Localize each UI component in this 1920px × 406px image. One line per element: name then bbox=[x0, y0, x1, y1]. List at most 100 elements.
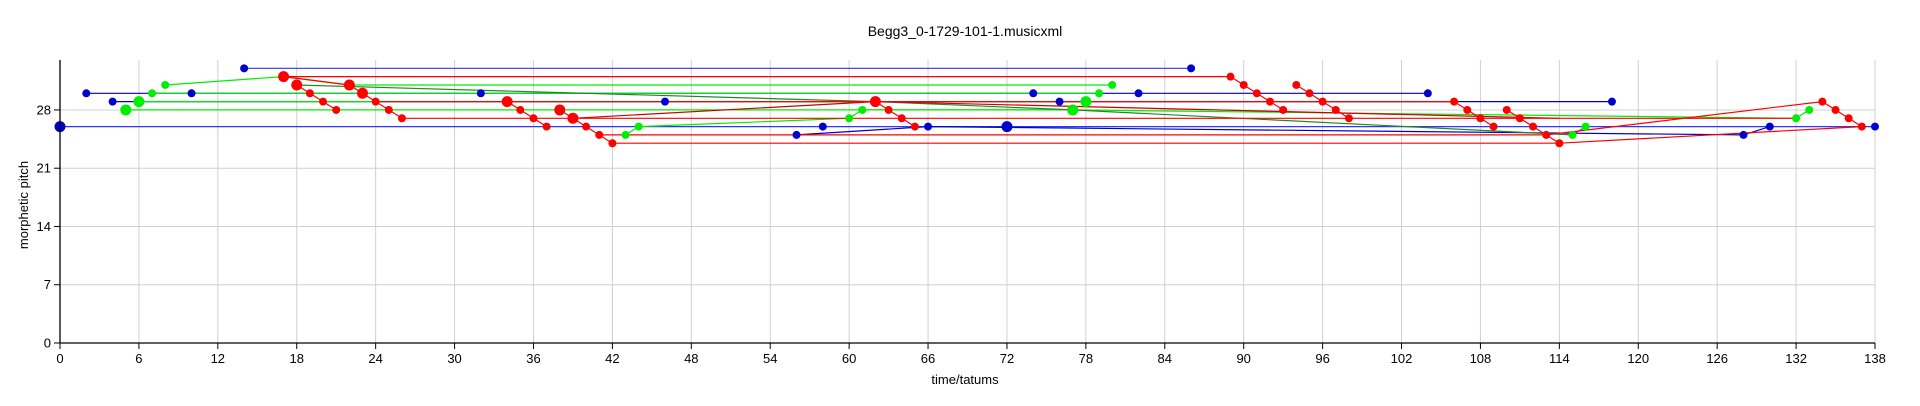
data-points bbox=[54, 64, 1879, 148]
data-point bbox=[1607, 97, 1616, 106]
x-axis-label: time/tatums bbox=[931, 372, 999, 387]
data-point bbox=[1344, 114, 1353, 123]
data-point bbox=[108, 97, 117, 106]
x-tick-label: 66 bbox=[921, 351, 935, 366]
data-point bbox=[1239, 80, 1248, 89]
data-point bbox=[516, 105, 525, 114]
series-line-13 bbox=[506, 101, 547, 128]
data-point bbox=[1266, 97, 1274, 106]
data-point bbox=[924, 122, 933, 131]
data-point bbox=[858, 105, 867, 114]
x-tick-label: 138 bbox=[1864, 351, 1886, 366]
data-point bbox=[332, 105, 341, 114]
data-point bbox=[1450, 97, 1459, 106]
data-point bbox=[357, 87, 368, 99]
data-point bbox=[1423, 89, 1432, 98]
data-point bbox=[82, 89, 91, 98]
data-point bbox=[1555, 139, 1564, 148]
x-tick-label: 72 bbox=[1000, 351, 1014, 366]
data-point bbox=[1765, 122, 1774, 131]
x-tick-label: 102 bbox=[1391, 351, 1413, 366]
data-point bbox=[305, 89, 314, 98]
series-line-16 bbox=[875, 101, 916, 128]
data-point bbox=[1187, 64, 1196, 73]
data-point bbox=[1805, 105, 1814, 114]
x-tick-label: 48 bbox=[684, 351, 698, 366]
data-point bbox=[371, 97, 380, 106]
data-point bbox=[1739, 130, 1748, 139]
data-point bbox=[1568, 130, 1577, 139]
data-point bbox=[1331, 105, 1340, 114]
data-point bbox=[120, 104, 132, 116]
axes bbox=[59, 60, 1875, 344]
data-point bbox=[567, 112, 579, 124]
series-line-19 bbox=[1453, 101, 1494, 128]
data-point bbox=[1080, 96, 1092, 108]
chart-title: Begg3_0-1729-101-1.musicxml bbox=[868, 23, 1063, 39]
data-point bbox=[291, 79, 303, 91]
data-point bbox=[397, 114, 406, 123]
data-point bbox=[1844, 114, 1853, 123]
x-tick-label: 78 bbox=[1079, 351, 1093, 366]
y-tick-label: 14 bbox=[37, 219, 51, 234]
data-point bbox=[554, 104, 566, 116]
series-line-9 bbox=[625, 109, 1810, 136]
data-point bbox=[884, 105, 893, 114]
ticks: 0 6 12 18 24 30 36 42 48 54 60 66 72 78 84 90 96 102 108 11… bbox=[37, 102, 1886, 366]
data-point bbox=[148, 89, 157, 98]
x-tick-label: 30 bbox=[447, 351, 461, 366]
data-point bbox=[319, 97, 328, 106]
data-point bbox=[343, 79, 355, 91]
data-point bbox=[542, 122, 551, 131]
series-line-12 bbox=[296, 84, 337, 111]
data-point bbox=[1305, 89, 1314, 98]
y-axis-label: morphetic pitch bbox=[16, 161, 31, 249]
data-point bbox=[1318, 97, 1327, 106]
data-point bbox=[1489, 122, 1498, 131]
data-point bbox=[1029, 89, 1038, 98]
data-point bbox=[1001, 121, 1013, 133]
data-point bbox=[1292, 80, 1301, 89]
data-point bbox=[608, 139, 617, 148]
x-tick-label: 96 bbox=[1315, 351, 1329, 366]
data-point bbox=[910, 122, 919, 131]
data-point bbox=[1134, 89, 1143, 98]
data-point bbox=[661, 97, 669, 106]
x-tick-label: 114 bbox=[1549, 351, 1570, 366]
data-point bbox=[1831, 105, 1840, 114]
data-point bbox=[1502, 105, 1511, 114]
data-point bbox=[1529, 122, 1538, 131]
data-point bbox=[595, 130, 604, 139]
y-tick-label: 28 bbox=[37, 102, 51, 117]
data-point bbox=[1476, 114, 1485, 123]
x-tick-label: 60 bbox=[842, 351, 856, 366]
x-tick-label: 84 bbox=[1158, 351, 1172, 366]
data-point bbox=[1055, 97, 1064, 106]
series-line-5 bbox=[165, 75, 1113, 86]
data-point bbox=[187, 89, 196, 98]
data-point bbox=[1108, 80, 1117, 89]
data-point bbox=[384, 105, 393, 114]
data-point bbox=[621, 130, 630, 139]
data-point bbox=[634, 122, 643, 131]
data-point bbox=[1871, 122, 1879, 131]
x-tick-label: 6 bbox=[135, 351, 142, 366]
data-point bbox=[818, 122, 827, 131]
x-tick-label: 132 bbox=[1785, 351, 1807, 366]
series-line-21 bbox=[1822, 101, 1863, 128]
x-tick-label: 36 bbox=[526, 351, 540, 366]
data-point bbox=[240, 64, 249, 73]
x-tick-label: 126 bbox=[1706, 351, 1728, 366]
series-lines bbox=[60, 67, 1875, 144]
data-point bbox=[897, 114, 906, 123]
data-point bbox=[1226, 72, 1235, 81]
data-point bbox=[133, 96, 145, 108]
data-point bbox=[501, 96, 513, 108]
data-point bbox=[161, 80, 170, 89]
x-tick-label: 0 bbox=[56, 351, 63, 366]
grid bbox=[59, 60, 1876, 344]
x-tick-label: 108 bbox=[1470, 351, 1492, 366]
data-point bbox=[845, 114, 854, 123]
